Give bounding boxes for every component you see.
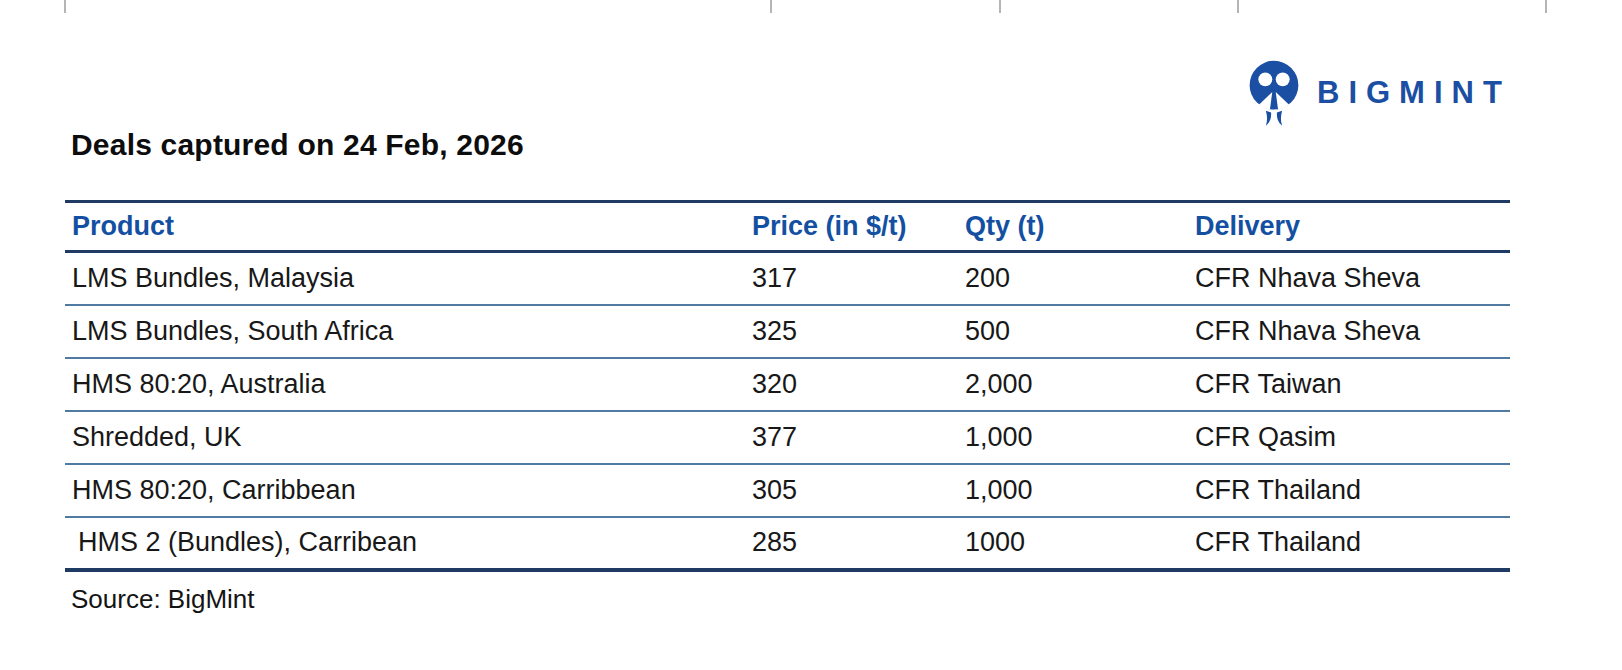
cell-delivery: CFR Thailand [1188, 464, 1510, 517]
source-note: Source: BigMint [71, 584, 255, 615]
cell-product: LMS Bundles, Malaysia [65, 252, 745, 305]
cell-product: HMS 80:20, Australia [65, 358, 745, 411]
grid-tick [999, 0, 1001, 13]
col-header-delivery: Delivery [1188, 202, 1510, 252]
cell-delivery: CFR Taiwan [1188, 358, 1510, 411]
table-row: Shredded, UK 377 1,000 CFR Qasim [65, 411, 1510, 464]
col-header-product: Product [65, 202, 745, 252]
cell-qty: 200 [958, 252, 1188, 305]
table-row: HMS 80:20, Carribbean 305 1,000 CFR Thai… [65, 464, 1510, 517]
page-title: Deals captured on 24 Feb, 2026 [71, 128, 524, 162]
cell-delivery: CFR Nhava Sheva [1188, 252, 1510, 305]
grid-tick [1545, 0, 1547, 13]
col-header-qty: Qty (t) [958, 202, 1188, 252]
col-header-price: Price (in $/t) [745, 202, 958, 252]
table-row: LMS Bundles, South Africa 325 500 CFR Nh… [65, 305, 1510, 358]
cell-delivery: CFR Nhava Sheva [1188, 305, 1510, 358]
cell-price: 320 [745, 358, 958, 411]
cell-price: 325 [745, 305, 958, 358]
grid-tick [64, 0, 66, 13]
cell-qty: 1000 [958, 517, 1188, 570]
table-row: HMS 80:20, Australia 320 2,000 CFR Taiwa… [65, 358, 1510, 411]
cell-price: 377 [745, 411, 958, 464]
cell-price: 285 [745, 517, 958, 570]
cell-product: LMS Bundles, South Africa [65, 305, 745, 358]
cell-qty: 2,000 [958, 358, 1188, 411]
cell-qty: 1,000 [958, 411, 1188, 464]
bigmint-logo-text: BIGMINT [1317, 77, 1511, 114]
cell-product: Shredded, UK [65, 411, 745, 464]
cell-product: HMS 80:20, Carribbean [65, 464, 745, 517]
cell-qty: 500 [958, 305, 1188, 358]
table-row: LMS Bundles, Malaysia 317 200 CFR Nhava … [65, 252, 1510, 305]
report-page: BIGMINT Deals captured on 24 Feb, 2026 P… [0, 0, 1622, 670]
grid-tick [770, 0, 772, 13]
cell-price: 305 [745, 464, 958, 517]
deals-table: Product Price (in $/t) Qty (t) Delivery … [65, 200, 1510, 572]
table-header-row: Product Price (in $/t) Qty (t) Delivery [65, 202, 1510, 252]
bigmint-logo: BIGMINT [1245, 56, 1511, 134]
cell-price: 317 [745, 252, 958, 305]
cell-product: HMS 2 (Bundles), Carribean [65, 517, 745, 570]
grid-tick [1237, 0, 1239, 13]
bigmint-logo-icon [1245, 56, 1303, 134]
table-row: HMS 2 (Bundles), Carribean 285 1000 CFR … [65, 517, 1510, 570]
cell-delivery: CFR Qasim [1188, 411, 1510, 464]
cell-delivery: CFR Thailand [1188, 517, 1510, 570]
cell-qty: 1,000 [958, 464, 1188, 517]
